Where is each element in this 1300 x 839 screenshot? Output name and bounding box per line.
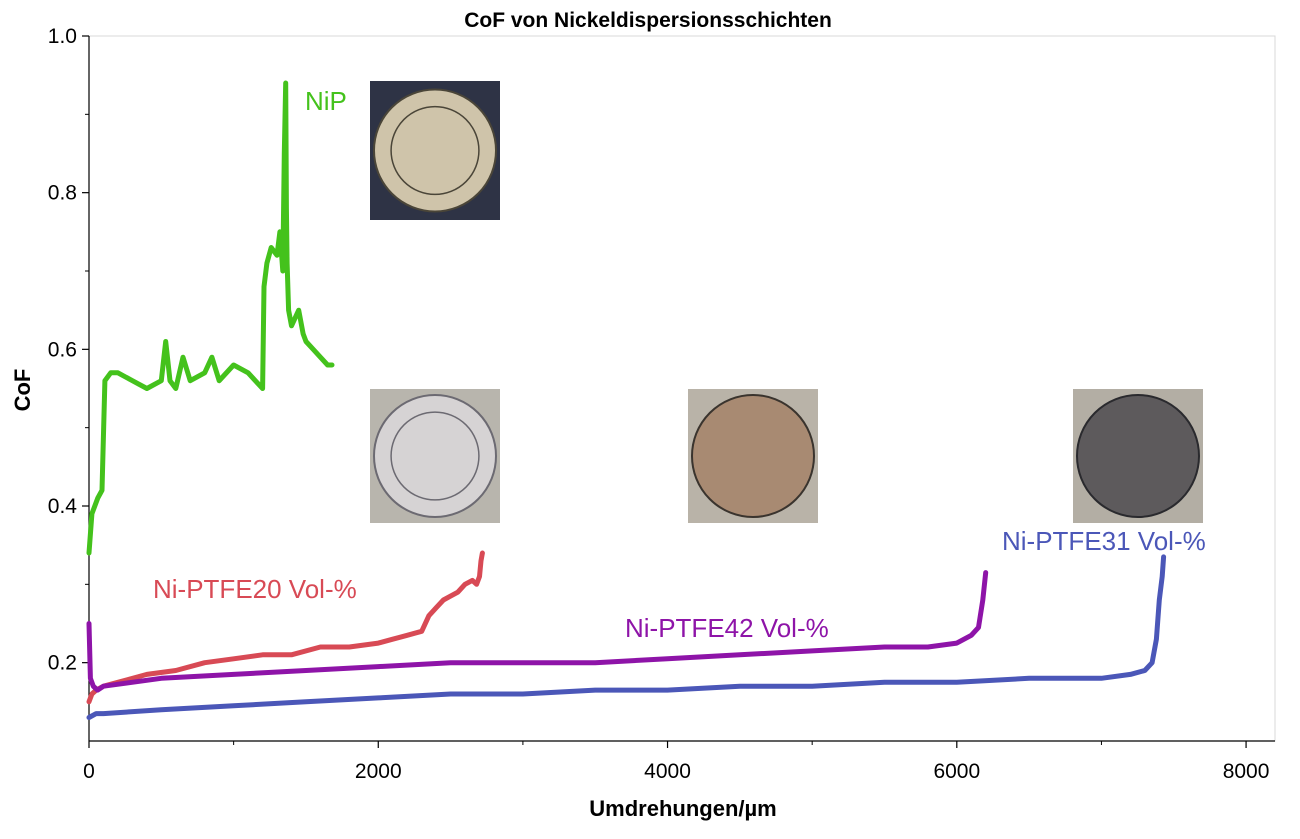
sample-photo-2 xyxy=(370,389,500,523)
x-tick-label: 6000 xyxy=(933,760,980,783)
series-line-3 xyxy=(86,570,989,693)
y-axis-label: CoF xyxy=(10,369,35,412)
series-line-2 xyxy=(86,550,485,705)
series-labels: NiP Ni-PTFE20 Vol-% Ni-PTFE42 Vol-% Ni-PTFE… xyxy=(153,86,1206,643)
series-label-4: Ni-PTFE31 Vol-% xyxy=(1002,526,1206,556)
series-lines xyxy=(86,80,1167,720)
x-tick-label: 2000 xyxy=(355,760,402,783)
x-tick-label: 0 xyxy=(83,760,95,783)
y-tick-label: 0.8 xyxy=(48,182,77,205)
series-line-4 xyxy=(86,554,1167,720)
x-axis-label: Umdrehungen/µm xyxy=(589,796,776,821)
sample-photo-4 xyxy=(1073,389,1203,523)
chart-title: CoF von Nickeldispersionsschichten xyxy=(464,9,832,32)
sample-photos xyxy=(370,81,1203,523)
series-label-3: Ni-PTFE42 Vol-% xyxy=(625,613,829,643)
y-tick-label: 0.6 xyxy=(48,338,77,361)
sample-photo-3 xyxy=(688,389,818,523)
x-tick-label: 8000 xyxy=(1223,760,1270,783)
sample-photo-1 xyxy=(370,81,500,220)
series-label-1: NiP xyxy=(305,86,347,116)
y-tick-label: 1.0 xyxy=(48,25,77,48)
x-tick-label: 4000 xyxy=(644,760,691,783)
y-tick-label: 0.4 xyxy=(48,495,78,518)
axis-ticks: 0 2000 4000 6000 8000 0.2 0.4 0.6 0.8 1.0 xyxy=(48,25,1270,783)
y-tick-label: 0.2 xyxy=(48,652,77,675)
series-label-2: Ni-PTFE20 Vol-% xyxy=(153,574,357,604)
series-line-1 xyxy=(86,80,335,556)
